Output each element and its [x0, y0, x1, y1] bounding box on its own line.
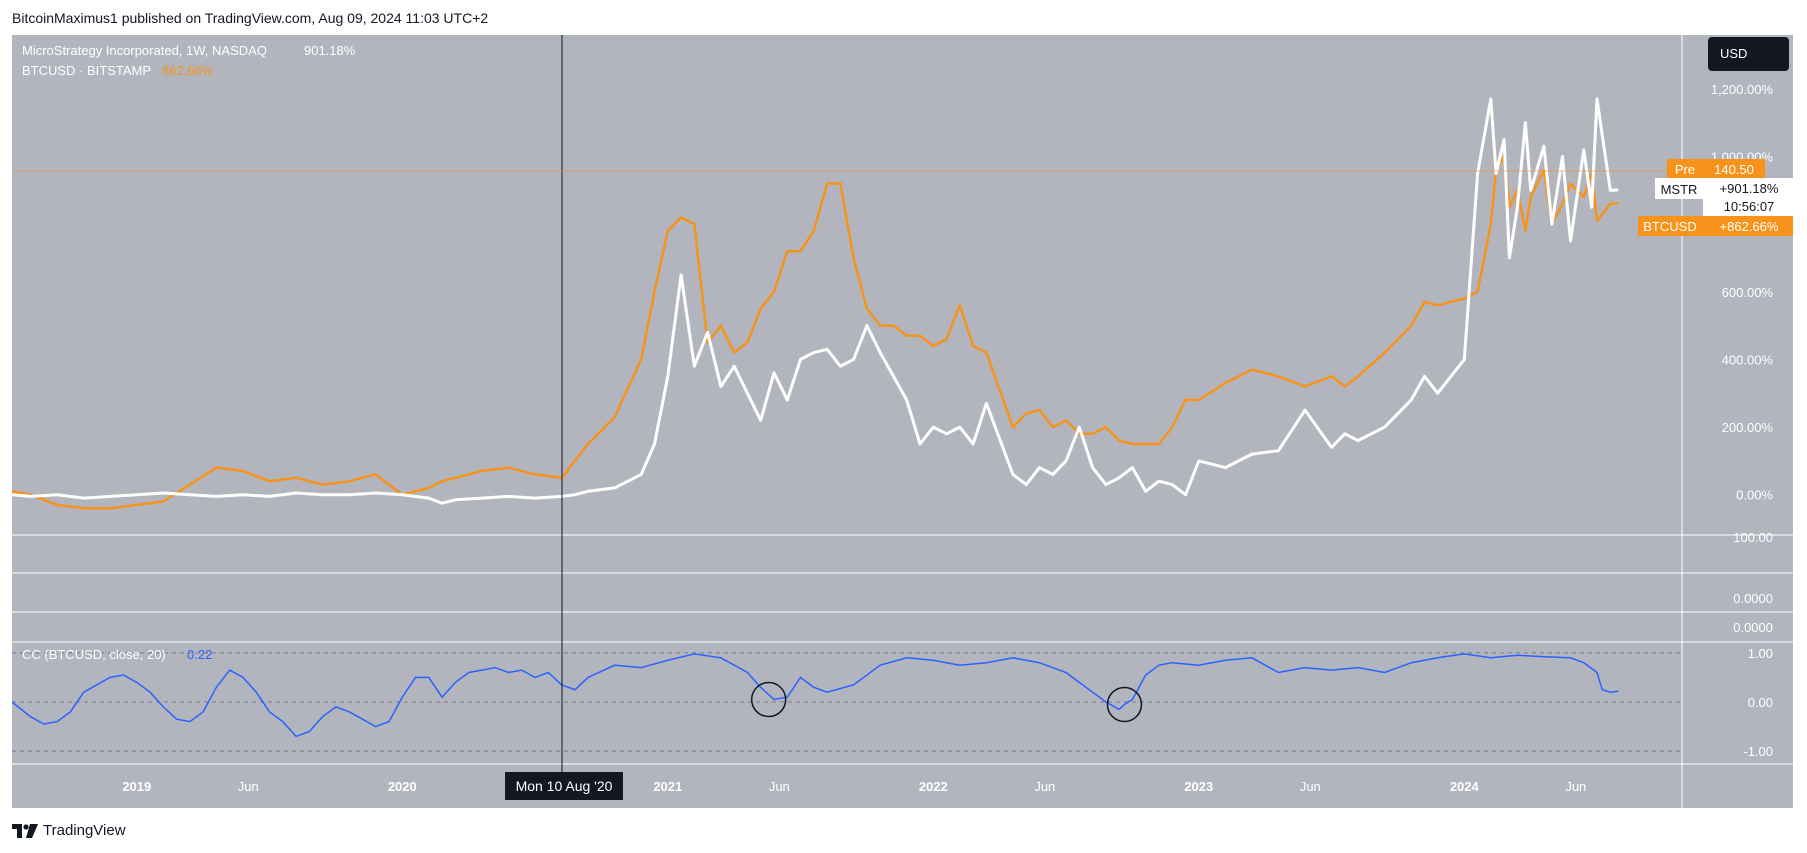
time-axis-tick-label: 2022 [919, 779, 948, 794]
annotation-circle [1106, 686, 1143, 723]
tradingview-logo-icon [12, 823, 38, 838]
btcusd-series-line [11, 155, 1619, 510]
time-axis-tick-label: 2019 [122, 779, 151, 794]
price-axis-tick-label: 0.00% [1736, 488, 1773, 503]
time-axis-tick-label: 2020 [388, 779, 417, 794]
time-axis-tick-label: Jun [1034, 779, 1055, 794]
legend-cc-name: CC (BTCUSD, close, 20) [22, 647, 166, 662]
crosshair-date-label: Mon 10 Aug '20 [516, 778, 613, 794]
cc-series-line [11, 653, 1619, 738]
price-axis-tick-label: 200.00% [1722, 420, 1774, 435]
time-axis-tick-label: 2024 [1450, 779, 1480, 794]
pre-price-tag: Pre 140.50 [1667, 159, 1765, 179]
legend-cc-value: 0.22 [187, 647, 212, 662]
cc-axis-tick-label: 1.00 [1748, 646, 1773, 661]
mstr-tag-label: MSTR [1661, 182, 1698, 197]
time-axis-tick-label: Jun [769, 779, 790, 794]
annotation-circle [750, 681, 787, 718]
btc-tag-label: BTCUSD [1643, 219, 1696, 234]
legend-main-name: MicroStrategy Incorporated, 1W, NASDAQ [22, 43, 267, 58]
time-axis-tick-label: Jun [1565, 779, 1586, 794]
price-axis-tick-label: 1,200.00% [1711, 82, 1774, 97]
crosshair-date-box [505, 772, 623, 800]
pane-label: 0.0000 [1733, 620, 1773, 635]
legend-btc-value: 862.66% [162, 63, 214, 78]
btc-tag-value: +862.66% [1720, 219, 1779, 234]
mstr-series-line [11, 97, 1619, 505]
mstr-price-tag: MSTR +901.18% 10:56:07 [1655, 178, 1796, 217]
time-axis-tick-label: 2021 [653, 779, 682, 794]
pre-tag-value: 140.50 [1714, 162, 1754, 177]
btc-price-tag: BTCUSD +862.66% [1638, 216, 1796, 236]
footer-brand-label: TradingView [43, 822, 126, 839]
time-axis-tick-label: 2023 [1184, 779, 1213, 794]
footer-brand[interactable]: TradingView [12, 822, 126, 839]
chart-canvas[interactable]: 100.00 0.0000 0.0000 0.00% 200.00% 400.00%… [11, 35, 1796, 808]
pre-tag-label: Pre [1675, 162, 1695, 177]
mstr-tag-value: +901.18% [1720, 181, 1779, 196]
legend-btc-name: BTCUSD · BITSTAMP [22, 63, 151, 78]
cc-axis-tick-label: -1.00 [1743, 744, 1773, 759]
chart-background [12, 35, 1793, 808]
legend-main-value: 901.18% [304, 43, 356, 58]
currency-button[interactable]: USD [1708, 37, 1789, 71]
pane-label: 0.0000 [1733, 591, 1773, 606]
price-axis-tick-label: 400.00% [1722, 352, 1774, 367]
time-axis-tick-label: Jun [238, 779, 259, 794]
chart-container[interactable]: 100.00 0.0000 0.0000 0.00% 200.00% 400.00%… [11, 35, 1796, 808]
cc-axis-tick-label: 0.00 [1748, 695, 1773, 710]
pane-label: 100.00 [1733, 530, 1773, 545]
time-axis-tick-label: Jun [1300, 779, 1321, 794]
countdown-timer: 10:56:07 [1724, 199, 1775, 214]
publisher-header: BitcoinMaximus1 published on TradingView… [12, 10, 489, 26]
price-axis-tick-label: 600.00% [1722, 285, 1774, 300]
